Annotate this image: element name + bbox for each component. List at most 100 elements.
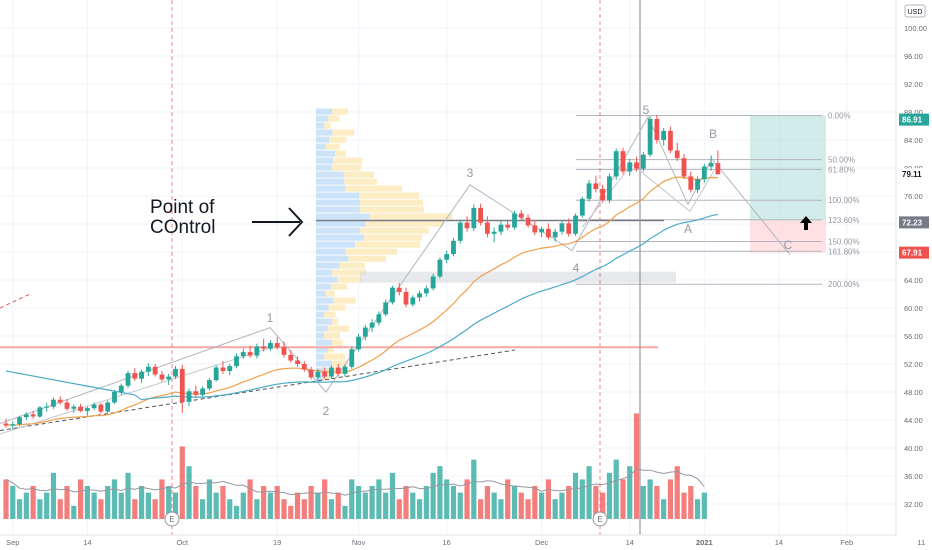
wave-label-3: 3 bbox=[467, 166, 474, 180]
volume-bar bbox=[532, 486, 538, 519]
wave-label-4: 4 bbox=[573, 261, 580, 275]
volume-bar bbox=[559, 492, 565, 519]
candle-body bbox=[105, 402, 111, 412]
volume-bar bbox=[274, 486, 280, 519]
volume-bar bbox=[369, 486, 375, 519]
volume-bar bbox=[105, 486, 111, 519]
volume-profile-bar-up bbox=[316, 227, 360, 234]
volume-bar bbox=[552, 499, 558, 519]
volume-profile-bar-down bbox=[345, 185, 402, 192]
volume-bar bbox=[430, 472, 436, 519]
volume-profile-bar-up bbox=[316, 122, 325, 129]
candle-body bbox=[10, 424, 16, 426]
time-tick-label: Oct bbox=[176, 538, 189, 547]
volume-bar bbox=[491, 492, 497, 519]
volume-profile-bar-up bbox=[316, 199, 360, 206]
candle-body bbox=[64, 402, 70, 409]
volume-bar bbox=[661, 499, 667, 519]
volume-profile-bar-down bbox=[369, 213, 453, 220]
volume-profile-bar-up bbox=[316, 234, 364, 241]
earnings-marker-icon[interactable] bbox=[164, 511, 180, 527]
candle-body bbox=[356, 336, 361, 350]
volume-bar bbox=[30, 486, 36, 519]
volume-bar bbox=[16, 499, 23, 519]
fib-level-label: 123.60% bbox=[828, 216, 860, 225]
volume-bar bbox=[172, 492, 179, 519]
volume-bar bbox=[701, 492, 707, 519]
candle-body bbox=[620, 151, 626, 172]
volume-profile-bar-up bbox=[316, 164, 332, 171]
volume-bar bbox=[572, 472, 579, 519]
candle-body bbox=[193, 391, 199, 395]
volume-profile-bar-up bbox=[316, 213, 370, 220]
price-tick-label: 40.00 bbox=[904, 444, 923, 453]
volume-bar bbox=[145, 492, 151, 519]
candle-body bbox=[695, 179, 700, 190]
volume-profile-bar-up bbox=[316, 220, 366, 227]
volume-bar bbox=[322, 479, 328, 519]
volume-bar bbox=[267, 492, 274, 519]
volume-profile-bar-down bbox=[325, 290, 335, 297]
volume-profile-bar-down bbox=[324, 122, 331, 129]
volume-bar bbox=[179, 446, 185, 519]
volume-bar bbox=[328, 499, 335, 519]
candle-body bbox=[349, 349, 355, 367]
candle-body bbox=[573, 215, 578, 234]
fib-level-label: 150.00% bbox=[828, 238, 860, 247]
volume-bar bbox=[37, 499, 43, 519]
volume-profile-bar-down bbox=[359, 199, 424, 206]
earnings-marker-icon[interactable] bbox=[592, 511, 608, 527]
fib-level-label: 161.80% bbox=[828, 247, 860, 256]
volume-profile-bar-up bbox=[316, 269, 332, 276]
candle-body bbox=[600, 189, 606, 201]
candle-body bbox=[701, 166, 707, 180]
volume-profile-bar-up bbox=[316, 304, 329, 311]
candle-body bbox=[281, 347, 287, 355]
volume-bar bbox=[667, 479, 674, 519]
volume-bar bbox=[315, 492, 321, 519]
price-badge bbox=[899, 246, 929, 259]
fib-level-label: 50.00% bbox=[828, 156, 855, 165]
candlesticks bbox=[3, 114, 721, 430]
volume-profile-bar-down bbox=[359, 206, 424, 213]
volume-bar bbox=[98, 499, 104, 519]
candle-body bbox=[640, 154, 646, 169]
volume-bar bbox=[57, 499, 63, 519]
candle-body bbox=[132, 373, 138, 379]
volume-bar bbox=[342, 505, 348, 519]
volume-profile-bar-down bbox=[348, 255, 387, 262]
candle-body bbox=[661, 130, 667, 140]
candle-body bbox=[674, 150, 680, 159]
volume-profile-bar-down bbox=[331, 269, 366, 276]
volume-bar bbox=[308, 486, 314, 519]
time-axis: Sep14Oct19Nov16Dec14202114Feb11Mar15 bbox=[0, 534, 925, 547]
volume-profile-bar-up bbox=[316, 325, 329, 332]
volume-bar bbox=[349, 479, 355, 519]
volume-profile-bar-down bbox=[328, 346, 335, 353]
price-badge-label: 67.91 bbox=[902, 249, 923, 258]
candle-body bbox=[362, 327, 368, 337]
volume-profile-bar-up bbox=[316, 136, 329, 143]
candle-body bbox=[444, 254, 450, 260]
candle-body bbox=[654, 119, 660, 140]
volume-bar bbox=[139, 486, 145, 519]
time-tick-label: Sep bbox=[6, 538, 19, 547]
candle-body bbox=[234, 356, 239, 367]
volume-bar bbox=[281, 499, 287, 519]
volume-profile-bar-down bbox=[332, 129, 355, 136]
price-badge-label: 79.11 bbox=[902, 170, 922, 179]
candle-body bbox=[274, 343, 280, 348]
volume-profile-bar-down bbox=[363, 234, 423, 241]
candle-body bbox=[139, 371, 144, 379]
wave-label-b: B bbox=[709, 127, 717, 141]
volume-bar bbox=[118, 492, 124, 519]
candle-body bbox=[715, 163, 721, 175]
candle-body bbox=[376, 314, 382, 323]
candle-body bbox=[91, 404, 97, 409]
time-tick-label: 14 bbox=[626, 538, 634, 547]
candle-body bbox=[430, 276, 436, 289]
candle-body bbox=[559, 223, 565, 232]
candle-body bbox=[23, 414, 29, 418]
